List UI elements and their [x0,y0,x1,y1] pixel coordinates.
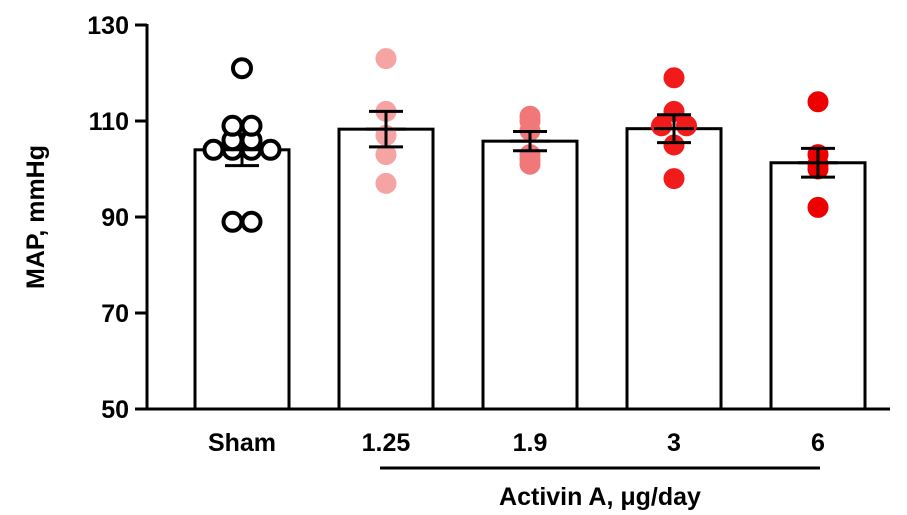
data-point [240,210,263,233]
x-tick-label: 1.25 [362,429,411,457]
data-point [375,48,397,70]
y-tick-label: 50 [101,396,129,424]
y-tick-label: 110 [89,108,129,136]
data-point [663,67,685,89]
data-point [240,114,263,137]
data-point [663,168,685,190]
data-point [231,57,253,80]
data-point [221,114,244,137]
x-axis: Sham 1.25 1.9 3 6 [208,429,825,457]
y-tick-label: 90 [101,204,129,232]
group-label: Activin A, μg/day [499,483,701,511]
y-tick-label: 70 [101,300,129,328]
data-point [375,172,397,194]
data-point [221,210,244,233]
data-point [807,91,829,113]
x-tick-label: 1.9 [513,429,548,457]
error-bars [222,109,838,179]
data-point [807,196,829,218]
data-point [259,138,282,161]
y-axis-label: MAP, mmHg [22,145,50,289]
bar [193,148,291,411]
data-point [202,138,225,161]
data-point [519,105,541,127]
x-tick-label: Sham [208,429,276,457]
bar [481,139,579,411]
x-tick-label: 3 [667,429,681,457]
bar [337,127,435,411]
x-tick-label: 6 [811,429,825,457]
y-tick-label: 130 [87,12,129,40]
